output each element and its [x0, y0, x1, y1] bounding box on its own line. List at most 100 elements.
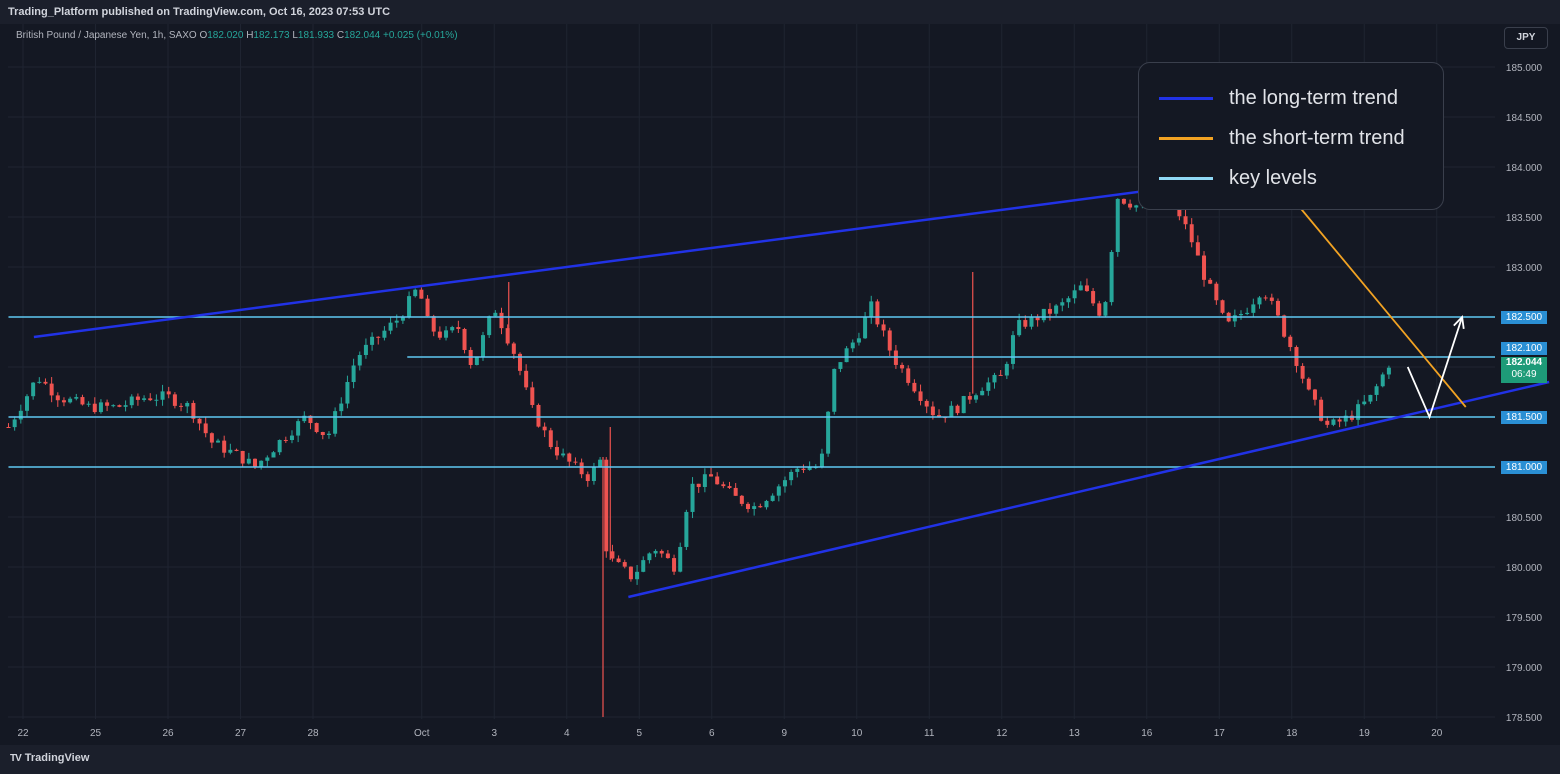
time-axis[interactable]: 22 25 26 27 28 Oct 3 4 5 6 9 10 11 12 13 16 17 18 19 20 — [17, 728, 1442, 739]
candle-body — [770, 495, 775, 501]
candle-body — [407, 296, 412, 318]
trend-lines — [33, 165, 1550, 599]
candle-body — [554, 447, 559, 456]
open-value: 182.020 — [207, 30, 244, 41]
candle-body — [487, 316, 492, 336]
time-tick-label: 25 — [90, 728, 102, 739]
candle-body — [1251, 304, 1256, 313]
price-tag-181-000: 181.000 — [1501, 461, 1547, 474]
candle-body — [1084, 285, 1089, 292]
candle-body — [1035, 316, 1040, 321]
time-tick-label: 16 — [1141, 728, 1153, 739]
candle-body — [622, 562, 627, 567]
symbol-info: British Pound / Japanese Yen, 1h, SAXO O… — [16, 30, 458, 41]
candle-body — [499, 312, 504, 329]
currency-button[interactable]: JPY — [1504, 27, 1548, 49]
candle-body — [1380, 374, 1385, 387]
candle-body — [320, 432, 325, 436]
time-tick-label: 10 — [851, 728, 863, 739]
candle-body — [450, 327, 455, 331]
candle-body — [1078, 285, 1083, 291]
candle-body — [1189, 224, 1194, 243]
candle-body — [1017, 320, 1022, 336]
candle-body — [924, 400, 929, 407]
candle-body — [400, 317, 405, 321]
candle-body — [715, 476, 720, 485]
candle-body — [216, 440, 221, 443]
time-tick-label: 13 — [1069, 728, 1081, 739]
candle-body — [746, 503, 750, 509]
time-tick-label: 5 — [636, 728, 642, 739]
candle-body — [339, 403, 344, 412]
candle-body — [992, 374, 997, 383]
candle-body — [1325, 420, 1330, 425]
candle-body — [166, 391, 171, 395]
price-tick-label: 184.000 — [1506, 163, 1543, 174]
candle-body — [1282, 315, 1287, 337]
candle-body — [191, 402, 196, 419]
candle-body — [1220, 300, 1225, 313]
price-axis[interactable]: 185.000184.500184.000183.500183.000182.5… — [1506, 63, 1543, 724]
candle-body — [12, 419, 17, 428]
candle-body — [1004, 363, 1009, 376]
candle-body — [598, 459, 603, 467]
candle-body — [462, 328, 467, 350]
time-tick-label: 27 — [235, 728, 247, 739]
legend-swatch — [1159, 177, 1213, 180]
tradingview-icon: TV — [10, 753, 22, 764]
candle-body — [345, 382, 350, 404]
candle-body — [1362, 401, 1367, 405]
candle-body — [289, 435, 294, 441]
candle-body — [826, 411, 831, 454]
candle-body — [659, 550, 664, 554]
legend-swatch — [1159, 137, 1213, 140]
candle-body — [1239, 314, 1243, 316]
candle-body — [912, 382, 917, 392]
candle-body — [129, 396, 134, 406]
candle-body — [1337, 419, 1342, 422]
candle-body — [542, 426, 547, 431]
candle-body — [1109, 251, 1114, 303]
candle-body — [856, 338, 861, 343]
candle-body — [900, 364, 905, 369]
candle-body — [1072, 290, 1077, 299]
candle-body — [536, 404, 541, 427]
candle-body — [493, 312, 498, 317]
candle-body — [419, 289, 424, 299]
candle-body — [1060, 302, 1065, 306]
candle-body — [561, 453, 566, 456]
candle-body — [678, 546, 683, 572]
current-price-tag: 182.044 06:49 — [1501, 357, 1547, 383]
candle-body — [764, 500, 769, 508]
candle-body — [628, 566, 633, 580]
tradingview-logo[interactable]: TV TradingView — [10, 752, 89, 764]
candle-body — [296, 421, 301, 436]
candle-body — [1023, 320, 1028, 327]
time-tick-label: 11 — [924, 728, 935, 739]
candle-body — [653, 550, 658, 554]
candle-body — [474, 357, 479, 365]
candle-body — [1208, 279, 1213, 284]
candle-body — [709, 474, 714, 477]
candle-body — [388, 322, 393, 331]
publisher-text: Trading_Platform published on TradingVie… — [8, 6, 391, 18]
candle-body — [782, 480, 787, 487]
candle-body — [727, 486, 732, 488]
time-tick-label: Oct — [414, 728, 430, 739]
open-label: O — [199, 30, 208, 41]
candle-body — [481, 335, 486, 358]
candle-body — [1386, 367, 1391, 375]
candle-body — [807, 467, 812, 470]
candle-body — [326, 433, 331, 436]
time-tick-label: 18 — [1286, 728, 1298, 739]
candle-body — [351, 365, 356, 383]
candle-body — [844, 348, 849, 363]
candlestick-series — [6, 182, 1391, 717]
time-tick-label: 22 — [17, 728, 29, 739]
candle-body — [875, 301, 880, 325]
candle-body — [801, 468, 806, 470]
candle-body — [1257, 297, 1262, 305]
candle-body — [647, 553, 652, 561]
candle-body — [1306, 378, 1311, 390]
